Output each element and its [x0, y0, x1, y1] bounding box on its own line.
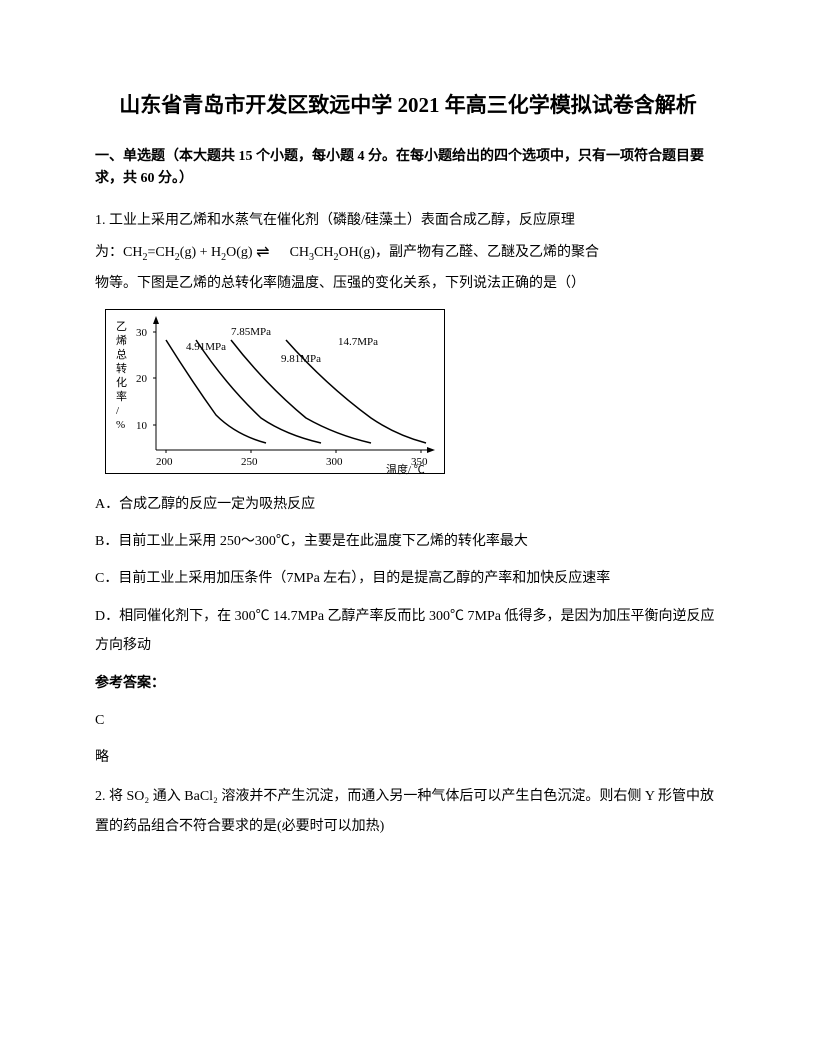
ylabel-char-6: / — [116, 405, 120, 417]
ytick-label-10: 10 — [136, 420, 148, 432]
ylabel-char-2: 总 — [116, 347, 127, 361]
q1-line2-mid3: O(g) — [226, 245, 252, 260]
option-a: A．合成乙醇的反应一定为吸热反应 — [95, 490, 721, 519]
x-axis-arrow — [427, 447, 435, 453]
q1-line2-pre: 为：CH — [95, 245, 142, 260]
ylabel-char-5: 率 — [116, 389, 127, 403]
answer-note: 略 — [95, 745, 721, 770]
answer-label: 参考答案： — [95, 671, 721, 696]
ytick-label-20: 20 — [136, 373, 148, 385]
ylabel-char-4: 化 — [116, 375, 127, 389]
q2-text: 2. 将 SO₂ 通入 BaCl₂ 溶液并不产生沉淀，而通入另一种气体后可以产生… — [95, 782, 721, 841]
q1-line2-mid5: CH — [314, 245, 333, 260]
option-c: C．目前工业上采用加压条件（7MPa 左右），目的是提高乙醇的产率和加快反应速率 — [95, 564, 721, 593]
q1-line2-mid2: (g) + H — [180, 245, 221, 260]
ylabel-char-1: 烯 — [116, 334, 127, 347]
xlabel: 温度/ ℃ — [386, 462, 425, 475]
xtick-label-300: 300 — [326, 456, 343, 468]
exam-title: 山东省青岛市开发区致远中学 2021 年高三化学模拟试卷含解析 — [95, 90, 721, 122]
ytick-label-30: 30 — [136, 327, 148, 339]
q1-line2-end: OH(g)，副产物有乙醛、乙醚及乙烯的聚合 — [338, 245, 599, 260]
conversion-chart: 乙 烯 总 转 化 率 / % 30 20 10 200 250 300 350… — [105, 309, 445, 474]
q1-line2-mid4: CH — [290, 245, 309, 260]
option-b: B．目前工业上采用 250～300℃，主要是在此温度下乙烯的转化率最大 — [95, 527, 721, 556]
option-d: D．相同催化剂下，在 300℃ 14.7MPa 乙醇产率反而比 300℃ 7MP… — [95, 602, 721, 661]
equilibrium-arrow — [256, 236, 286, 270]
y-axis-arrow — [153, 316, 159, 324]
xtick-label-200: 200 — [156, 456, 173, 468]
q1-line3: 物等。下图是乙烯的总转化率随温度、压强的变化关系，下列说法正确的是（） — [95, 276, 585, 291]
q1-line2-mid1: =CH — [147, 245, 174, 260]
section-header: 一、单选题（本大题共 15 个小题，每小题 4 分。在每小题给出的四个选项中，只… — [95, 146, 721, 191]
curve-label-3: 14.7MPa — [338, 336, 378, 348]
q1-text: 1. 工业上采用乙烯和水蒸气在催化剂（磷酸/硅藻土）表面合成乙醇，反应原理 为：… — [95, 206, 721, 298]
ylabel-char-3: 转 — [116, 361, 127, 375]
answer-value: C — [95, 708, 721, 733]
q1-line1: 1. 工业上采用乙烯和水蒸气在催化剂（磷酸/硅藻土）表面合成乙醇，反应原理 — [95, 213, 575, 228]
curve-label-1: 7.85MPa — [231, 326, 271, 338]
ylabel-char-7: % — [116, 419, 125, 431]
curve-0 — [166, 340, 266, 443]
ylabel-char-0: 乙 — [116, 320, 127, 333]
curve-label-2: 9.81MPa — [281, 353, 321, 365]
chart-svg: 乙 烯 总 转 化 率 / % 30 20 10 200 250 300 350… — [106, 310, 446, 475]
xtick-label-250: 250 — [241, 456, 258, 468]
curve-label-0: 4.91MPa — [186, 341, 226, 353]
